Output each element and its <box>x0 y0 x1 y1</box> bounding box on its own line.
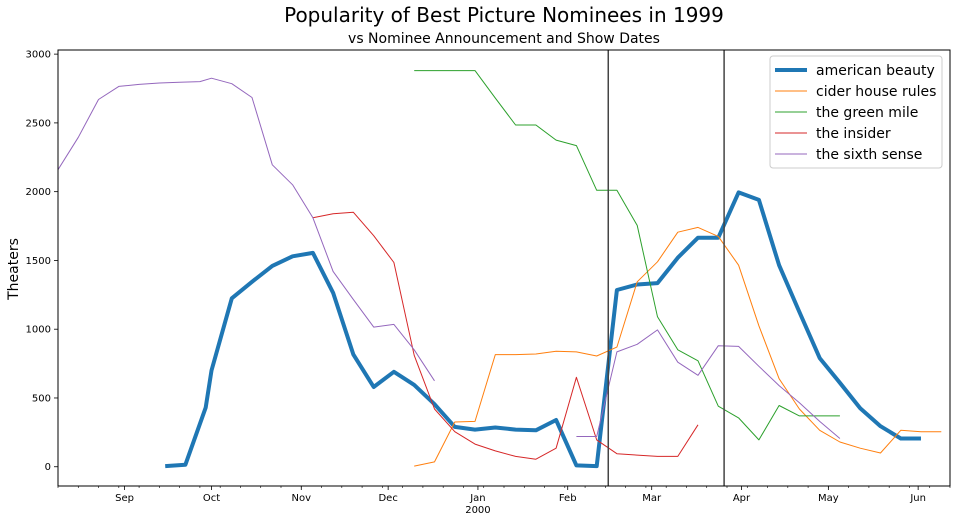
legend-label-cider-house-rules: cider house rules <box>816 84 936 100</box>
chart-title: Popularity of Best Picture Nominees in 1… <box>284 3 724 27</box>
x-tick-label-may: May <box>818 493 839 504</box>
x-tick-label-oct: Oct <box>203 493 220 504</box>
legend-label-the-insider: the insider <box>816 126 891 142</box>
y-tick-label-0: 0 <box>45 462 51 473</box>
series-line-the-green-mile <box>414 70 840 441</box>
series-line-american-beauty <box>165 190 921 469</box>
legend-label-the-green-mile: the green mile <box>816 105 918 121</box>
series-line-the-sixth-sense-1 <box>58 77 435 382</box>
series-line-the-insider <box>312 211 699 460</box>
x-tick-label-jun: Jun <box>909 493 926 504</box>
y-axis-label: Theaters <box>6 238 22 301</box>
series-line-the-sixth-sense-2 <box>576 329 841 439</box>
y-axis: 0 500 1000 1500 2000 2500 3000 <box>26 50 58 473</box>
legend-label-the-sixth-sense: the sixth sense <box>816 147 922 163</box>
y-tick-label-1000: 1000 <box>26 325 51 336</box>
x-tick-label-nov: Nov <box>292 493 312 504</box>
legend-box <box>769 55 943 169</box>
x-tick-label-apr: Apr <box>733 493 751 504</box>
x-tick-label-feb: Feb <box>559 493 577 504</box>
y-tick-label-1500: 1500 <box>26 256 51 267</box>
y-tick-label-2000: 2000 <box>26 187 51 198</box>
y-tick-label-3000: 3000 <box>26 50 51 61</box>
vline-layer <box>607 50 725 486</box>
legend: american beauty cider house rules the gree… <box>769 55 943 169</box>
y-tick-label-2500: 2500 <box>26 118 51 129</box>
x-tick-label-dec: Dec <box>378 493 397 504</box>
x-tick-label-sep: Sep <box>115 493 134 504</box>
chart-subtitle: vs Nominee Announcement and Show Dates <box>348 31 660 47</box>
x-axis: Sep Oct Nov Dec Jan Feb Mar Apr May Jun 2000 <box>57 486 951 516</box>
series-layer <box>58 70 942 469</box>
x-year-label: 2000 <box>465 505 490 516</box>
series-line-cider-house-rules <box>414 226 942 467</box>
y-tick-label-500: 500 <box>32 393 51 404</box>
x-tick-label-jan: Jan <box>469 493 485 504</box>
legend-label-american-beauty: american beauty <box>816 63 935 79</box>
x-tick-label-mar: Mar <box>642 493 662 504</box>
